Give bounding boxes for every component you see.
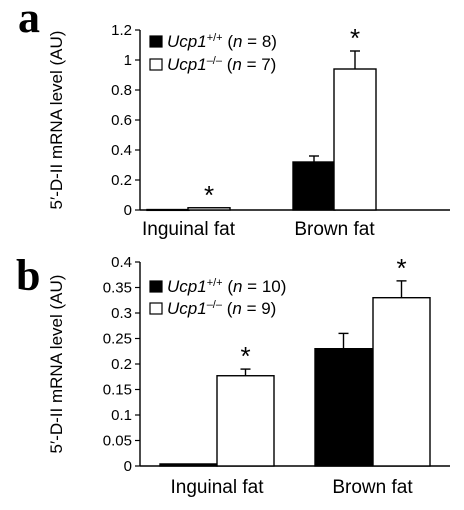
legend-label: Ucp1+/+ (n = 10): [167, 277, 286, 296]
panel-label: a: [18, 0, 40, 42]
y-tick-label: 0.05: [103, 433, 132, 450]
x-category-label: Brown fat: [294, 219, 375, 240]
y-tick-label: 0.2: [111, 356, 132, 373]
y-tick-label: 0: [124, 202, 132, 219]
panel-label: b: [16, 251, 40, 300]
legend-label: Ucp1–/– (n = 7): [167, 55, 276, 74]
y-tick-label: 0.2: [111, 172, 132, 189]
bar: [292, 161, 336, 211]
legend-label: Ucp1+/+ (n = 8): [167, 32, 277, 51]
bar: [314, 348, 373, 467]
y-tick-label: 0.8: [111, 82, 132, 99]
y-tick-label: 0.15: [103, 382, 132, 399]
bar: [187, 207, 231, 211]
y-tick-label: 0.3: [111, 305, 132, 322]
y-axis-label: 5′-D-II mRNA level (AU): [47, 31, 66, 210]
significance-star: *: [396, 253, 406, 283]
y-tick-label: 0.4: [111, 254, 132, 271]
y-tick-label: 1: [124, 52, 132, 69]
bar: [216, 375, 275, 467]
significance-star: *: [240, 341, 250, 371]
significance-star: *: [350, 23, 360, 53]
x-category-label: Brown fat: [332, 477, 413, 498]
chart-panel-a: a 0 0.2 0.4 0.6 0.8 1 1.2 5′-D-II mRNA level (AU…: [18, 0, 450, 240]
x-category-label: Inguinal fat: [142, 219, 236, 240]
legend-label: Ucp1–/– (n = 9): [167, 299, 276, 318]
x-category-label: Inguinal fat: [171, 477, 265, 498]
bar: [372, 297, 431, 467]
bar: [333, 68, 377, 211]
legend-swatch: [149, 280, 163, 293]
y-tick-label: 0.4: [111, 142, 132, 159]
bar: [159, 463, 218, 467]
y-axis-label: 5′-D-II mRNA level (AU): [47, 275, 66, 454]
bar: [146, 208, 190, 212]
legend-swatch: [149, 302, 163, 315]
y-tick-label: 0.6: [111, 112, 132, 129]
significance-star: *: [204, 180, 214, 210]
y-tick-label: 0.25: [103, 331, 132, 348]
y-tick-label: 0.1: [111, 407, 132, 424]
legend-swatch: [149, 58, 163, 71]
legend-swatch: [149, 35, 163, 48]
chart-panel-b: b 0 0.05 0.1 0.15 0.2 0.25 0.3 0.35 0.4 5′-D-II mR…: [16, 251, 450, 498]
y-tick-label: 0: [124, 458, 132, 475]
y-tick-label: 1.2: [111, 22, 132, 39]
y-tick-label: 0.35: [103, 280, 132, 297]
